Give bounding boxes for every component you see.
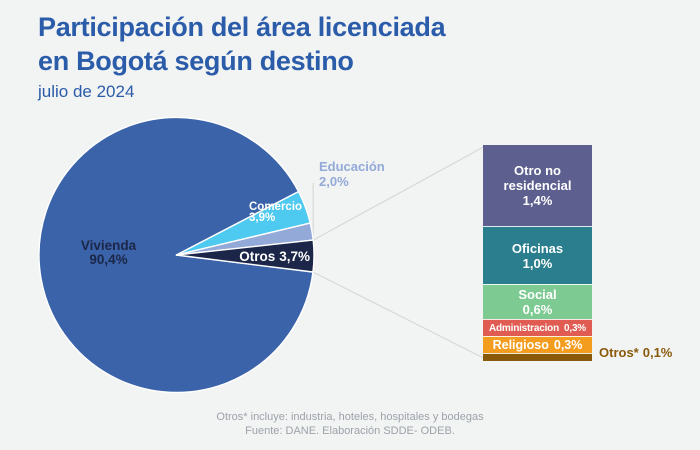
bar-segment-otro-no-residencial: Otro no residencial 1,4% <box>483 145 592 226</box>
otros-outside-label: Otros* 0,1% <box>599 345 672 360</box>
vivienda-name: Vivienda <box>80 238 137 253</box>
subtitle: julio de 2024 <box>38 82 135 101</box>
bar-segment-otros-asterisk <box>483 353 592 361</box>
educacion-name: Educación <box>319 159 385 174</box>
segment-value: 0,1% <box>642 345 673 360</box>
comercio-value: 3,9% <box>249 212 276 224</box>
segment-value: 1,4% <box>522 193 553 208</box>
otros-value: 3,7% <box>279 249 310 264</box>
bar-segment-religioso: Religioso 0,3% <box>483 336 592 353</box>
label-comercio: Comercio 3,9% <box>249 201 303 224</box>
label-otros: Otros 3,7% <box>222 249 310 264</box>
label-educacion: Educación 2,0% <box>319 159 385 189</box>
segment-name: Religioso <box>492 338 549 352</box>
title-line-2: en Bogotá según destino <box>38 46 354 76</box>
segment-value: 1,0% <box>522 255 553 271</box>
segment-value: 0,6% <box>522 302 553 317</box>
footer: Otros* incluye: industria, hoteles, hosp… <box>0 411 700 438</box>
footnote: Otros* incluye: industria, hoteles, hosp… <box>216 411 484 423</box>
segment-value: 0,3% <box>564 322 586 334</box>
segment-name: Oficinas <box>511 240 564 256</box>
title-line-1: Participación del área licenciada <box>38 12 446 42</box>
otros-name: Otros <box>239 249 276 264</box>
bar-segment-social: Social 0,6% <box>483 284 592 319</box>
segment-value: 0,3% <box>553 338 583 352</box>
source-note: Fuente: DANE. Elaboración SDDE- ODEB. <box>245 424 455 437</box>
segment-name: Otro no residencial <box>503 163 572 193</box>
segment-name: Administracion <box>489 322 559 334</box>
leader-line-top <box>312 146 484 241</box>
segment-name: Social <box>518 287 557 302</box>
pie-slice-otros <box>175 239 315 273</box>
page-title: Participación del área licenciada en Bog… <box>38 10 446 102</box>
label-vivienda: Vivienda 90,4% <box>46 239 171 267</box>
bar-segment-oficinas: Oficinas 1,0% <box>483 226 592 284</box>
educacion-value: 2,0% <box>319 174 349 189</box>
comercio-name: Comercio <box>249 201 303 213</box>
vivienda-value: 90,4% <box>89 252 128 267</box>
segment-name: Otros* <box>599 345 639 360</box>
leader-line-bottom <box>312 271 484 359</box>
bar-segment-administracion: Administracion 0,3% <box>483 319 592 336</box>
otros-breakdown-bar: Otro no residencial 1,4% Oficinas 1,0% S… <box>483 145 592 361</box>
